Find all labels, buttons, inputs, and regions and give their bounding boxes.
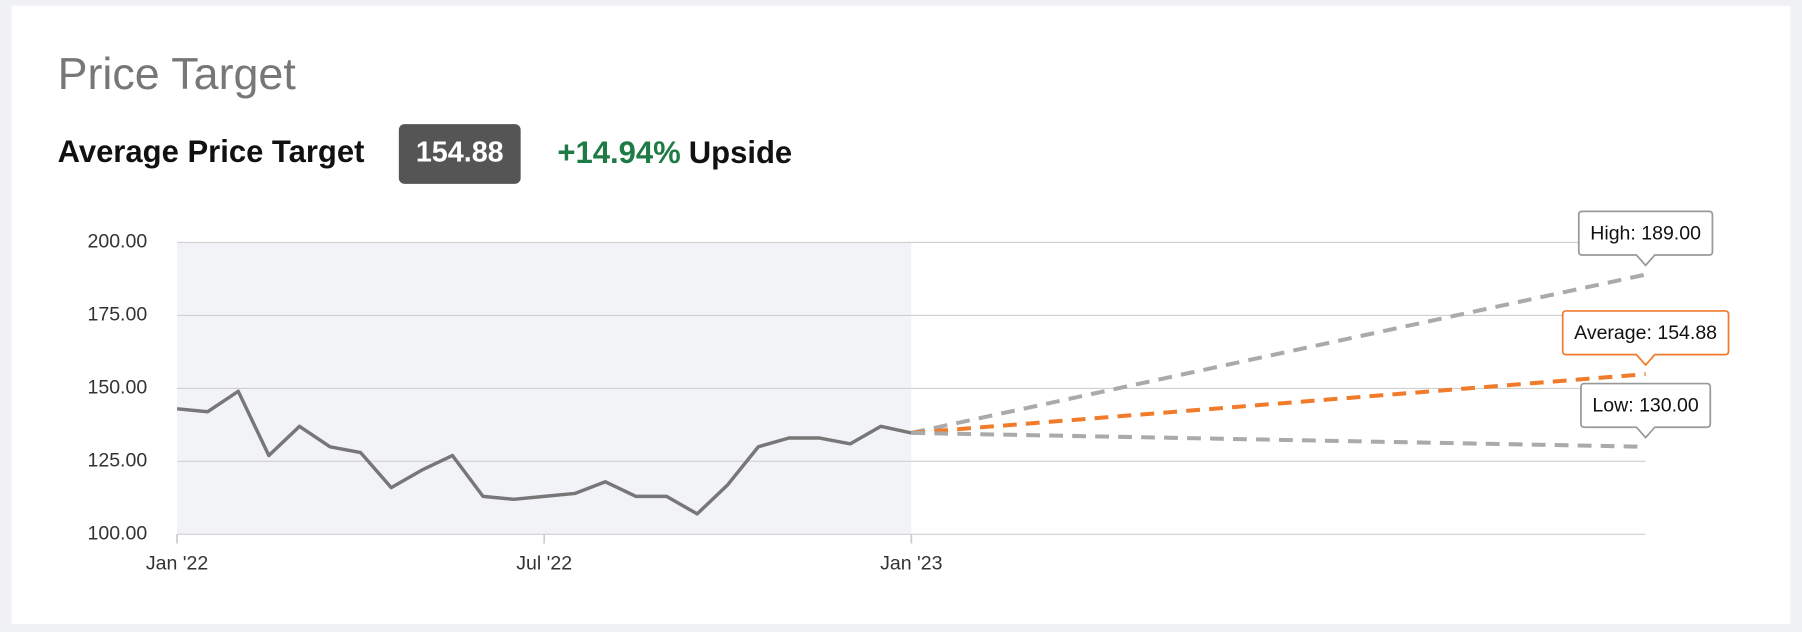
subtitle: Average Price Target (58, 134, 365, 169)
y-tick-label: 125.00 (87, 450, 147, 472)
tooltip-label: Low: 130.00 (1592, 395, 1698, 417)
tooltip-label: High: 189.00 (1590, 223, 1701, 245)
change: +14.94% (557, 135, 680, 170)
y-tick-label: 100.00 (87, 522, 147, 544)
series-line (911, 430, 1646, 449)
tooltip-box (1561, 310, 1730, 367)
change-suffix: Upside (689, 135, 792, 170)
y-tick-label: 200.00 (87, 231, 147, 253)
x-tick-label: Jul '22 (516, 552, 572, 574)
tooltip-label: Average: 154.88 (1574, 322, 1717, 344)
badge (398, 124, 521, 184)
series-line (911, 372, 1646, 435)
upside: +14.94% Upside (557, 135, 792, 170)
title: Price Target (58, 49, 297, 99)
y-tick-label: 175.00 (87, 304, 147, 326)
x-tick-label: Jan '22 (146, 552, 208, 574)
y-tick-label: 150.00 (87, 377, 147, 399)
x-tick-label: Jan '23 (880, 552, 942, 574)
tooltip-box (1577, 210, 1714, 267)
badge-text: 154.88 (416, 137, 504, 169)
series-line (176, 389, 912, 516)
series-line (910, 272, 1647, 435)
tooltip: Average: 154.88 (1561, 310, 1730, 367)
tooltip: Low: 130.00 (1580, 382, 1712, 439)
tooltip-box (1580, 382, 1712, 439)
tooltip: High: 189.00 (1577, 210, 1714, 267)
